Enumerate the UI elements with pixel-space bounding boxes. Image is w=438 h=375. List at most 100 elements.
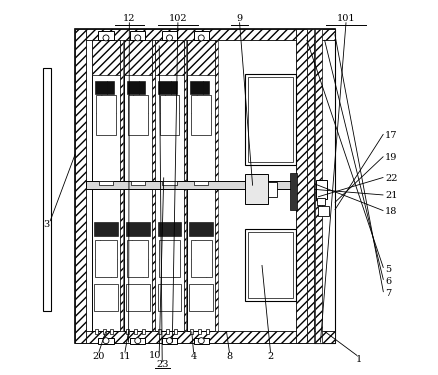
Circle shape xyxy=(135,35,141,41)
Bar xyxy=(92,189,120,332)
Bar xyxy=(42,68,51,311)
Text: 7: 7 xyxy=(385,290,392,298)
Bar xyxy=(94,285,118,312)
Bar xyxy=(75,29,335,40)
Bar xyxy=(130,32,145,40)
Bar xyxy=(96,95,116,135)
Bar xyxy=(75,29,335,342)
Circle shape xyxy=(198,338,204,344)
Bar xyxy=(126,285,149,312)
Text: 12: 12 xyxy=(123,14,136,23)
Bar xyxy=(174,330,177,334)
Bar xyxy=(124,189,152,332)
Bar xyxy=(92,40,120,75)
Bar xyxy=(131,181,145,185)
Text: 9: 9 xyxy=(237,14,243,23)
Bar xyxy=(245,74,296,165)
Bar xyxy=(98,32,114,40)
Bar xyxy=(98,338,114,344)
Text: 10: 10 xyxy=(149,351,162,360)
Bar xyxy=(160,95,179,135)
Bar xyxy=(248,232,293,298)
Bar xyxy=(128,95,148,135)
Bar xyxy=(130,338,145,344)
Bar xyxy=(120,40,123,181)
Bar xyxy=(191,95,211,135)
Text: 21: 21 xyxy=(385,191,398,200)
Bar xyxy=(162,181,177,185)
Bar xyxy=(142,330,145,334)
Bar xyxy=(314,29,335,342)
Text: 20: 20 xyxy=(92,352,105,361)
Bar xyxy=(75,332,335,342)
Bar xyxy=(158,330,161,334)
Bar xyxy=(187,189,215,332)
Bar xyxy=(318,206,329,216)
Bar xyxy=(102,330,106,334)
Bar xyxy=(94,222,118,236)
Bar xyxy=(124,40,152,181)
Bar xyxy=(215,40,218,181)
Bar xyxy=(194,32,209,40)
Bar xyxy=(187,40,215,181)
Bar xyxy=(75,29,86,342)
Bar xyxy=(187,40,215,75)
Circle shape xyxy=(166,35,173,41)
Bar xyxy=(126,222,149,236)
Bar xyxy=(155,40,184,75)
Bar xyxy=(95,81,107,94)
Bar xyxy=(245,174,268,204)
Bar xyxy=(290,172,297,210)
Bar xyxy=(127,240,148,278)
Bar xyxy=(190,81,203,94)
Text: 102: 102 xyxy=(169,14,187,23)
Bar xyxy=(296,29,307,342)
Bar xyxy=(155,40,184,181)
Bar xyxy=(248,76,293,162)
Text: 101: 101 xyxy=(337,14,355,23)
Text: 18: 18 xyxy=(385,207,398,216)
Text: 17: 17 xyxy=(385,131,398,140)
Bar xyxy=(158,222,181,236)
Circle shape xyxy=(198,35,204,41)
Text: 1: 1 xyxy=(356,355,362,364)
Bar xyxy=(315,29,322,342)
Circle shape xyxy=(166,338,173,344)
Bar xyxy=(110,330,113,334)
Bar xyxy=(215,189,218,332)
Bar xyxy=(120,189,123,332)
Bar xyxy=(184,189,187,332)
Text: 8: 8 xyxy=(226,352,233,361)
Text: 5: 5 xyxy=(385,265,392,274)
Bar xyxy=(245,229,296,302)
Bar xyxy=(158,81,171,94)
Bar xyxy=(268,182,277,197)
Bar xyxy=(162,338,177,344)
Bar xyxy=(127,81,139,94)
Bar xyxy=(124,40,152,75)
Circle shape xyxy=(103,338,109,344)
Bar xyxy=(86,181,296,189)
Bar xyxy=(139,81,145,94)
Bar xyxy=(134,330,137,334)
Text: 11: 11 xyxy=(119,352,131,361)
Bar xyxy=(203,81,209,94)
Circle shape xyxy=(103,35,109,41)
Bar xyxy=(127,330,129,334)
Text: 2: 2 xyxy=(268,352,274,361)
Bar xyxy=(155,189,184,332)
Bar xyxy=(194,338,209,344)
Bar xyxy=(190,222,213,236)
Bar xyxy=(171,81,177,94)
Bar xyxy=(92,40,120,181)
Bar xyxy=(152,40,155,181)
Bar xyxy=(95,330,98,334)
Bar xyxy=(152,189,155,332)
Bar xyxy=(316,180,327,199)
Bar xyxy=(307,29,314,342)
Bar xyxy=(95,240,117,278)
Text: 4: 4 xyxy=(191,352,197,361)
Bar xyxy=(317,198,325,206)
Bar xyxy=(86,40,296,332)
Bar xyxy=(158,285,181,312)
